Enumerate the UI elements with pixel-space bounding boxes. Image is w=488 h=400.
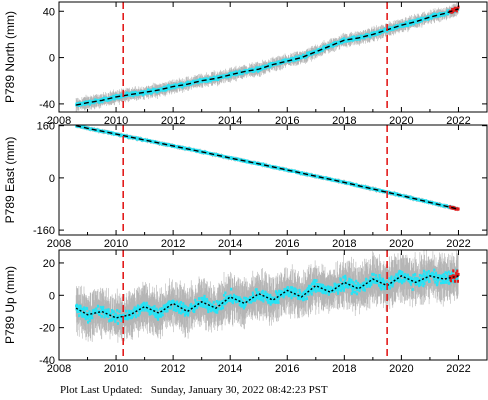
x-tick-label: 2022: [446, 363, 470, 375]
x-tick-label: 2018: [332, 363, 356, 375]
x-tick-label: 2010: [104, 363, 128, 375]
x-tick-label: 2022: [446, 115, 470, 127]
x-tick-label: 2018: [332, 238, 356, 250]
y-tick-label: 20: [43, 258, 55, 270]
x-tick-label: 2014: [218, 115, 242, 127]
y-axis-label: P789 North (mm): [3, 11, 17, 103]
plot-area: [75, 125, 460, 235]
x-tick-label: 2010: [104, 115, 128, 127]
plot-frame: [58, 124, 488, 236]
y-tick-label: -40: [39, 99, 55, 111]
plot-frame: [58, 249, 488, 361]
x-tick-label: 2016: [275, 238, 299, 250]
x-tick-label: 2008: [47, 363, 71, 375]
x-tick-label: 2016: [275, 115, 299, 127]
x-tick-label: 2022: [446, 238, 470, 250]
model-line: [75, 275, 459, 319]
model-line: [75, 8, 459, 106]
y-tick-label: -20: [39, 323, 55, 335]
panel-3: 2008 2010 2012 2014 2016 2018 2020 2022 -40 -20 0 2…: [3, 249, 488, 375]
x-tick-label: 2020: [389, 238, 413, 250]
y-tick-label: 0: [49, 173, 55, 185]
y-tick-label: -40: [39, 355, 55, 367]
y-axis-label: P789 Up (mm): [3, 266, 17, 344]
y-tick-label: -160: [33, 225, 55, 237]
x-tick-label: 2012: [161, 363, 185, 375]
last-updated-timestamp: Sunday, January 30, 2022 08:42:23 PST: [150, 384, 328, 396]
last-updated-footer: Plot Last Updated: Sunday, January 30, 2…: [60, 384, 328, 396]
x-tick-label: 2014: [218, 238, 242, 250]
x-tick-label: 2008: [47, 115, 71, 127]
x-tick-label: 2008: [47, 238, 71, 250]
model-line: [75, 125, 459, 210]
x-tick-label: 2020: [389, 115, 413, 127]
y-tick-label: 0: [49, 290, 55, 302]
y-tick-label: 160: [37, 121, 55, 133]
panel-1: 2008 2010 2012 2014 2016 2018 2020 2022 -40 0 40 P7…: [3, 1, 488, 127]
y-tick-label: 0: [49, 53, 55, 65]
panel-2: 2008 2010 2012 2014 2016 2018 2020 2022 -160 0 160…: [3, 121, 488, 250]
x-tick-label: 2018: [332, 115, 356, 127]
x-tick-label: 2012: [161, 115, 185, 127]
x-tick-label: 2020: [389, 363, 413, 375]
x-tick-label: 2010: [104, 238, 128, 250]
plot-area: [75, 250, 460, 360]
plot-frame: [58, 1, 488, 113]
y-axis-label: P789 East (mm): [3, 137, 17, 224]
x-tick-label: 2012: [161, 238, 185, 250]
plot-area: [75, 2, 460, 112]
last-updated-label: Plot Last Updated:: [60, 384, 143, 396]
x-tick-label: 2016: [275, 363, 299, 375]
y-tick-label: 40: [43, 6, 55, 18]
x-tick-label: 2014: [218, 363, 242, 375]
